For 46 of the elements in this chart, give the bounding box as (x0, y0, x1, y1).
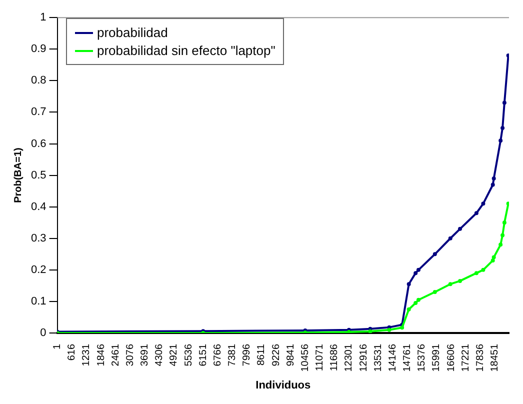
y-tick-label: 0.3 (30, 232, 46, 244)
y-tick-label: 0.2 (30, 264, 46, 276)
x-tick-label: 17836 (474, 344, 486, 372)
x-tick-label: 5536 (183, 344, 194, 366)
x-tick-label: 10456 (300, 344, 311, 372)
y-tick-label: 0 (40, 327, 46, 340)
x-tick-label: 14761 (402, 344, 414, 372)
x-tick-label: 1231 (81, 344, 92, 366)
y-tick-label: 0.8 (30, 74, 46, 87)
x-tick-label: 6766 (212, 344, 224, 366)
x-tick-label: 3076 (124, 344, 136, 366)
x-tick-label: 1846 (96, 344, 107, 366)
x-tick-label: 8611 (256, 344, 268, 366)
x-tick-label: 4306 (154, 344, 166, 366)
x-tick-label: 15376 (416, 344, 428, 372)
x-tick-label: 13531 (372, 344, 384, 372)
x-tick-label: 3691 (140, 344, 151, 366)
x-axis-title: Individuos (256, 379, 311, 392)
x-tick-label: 4921 (168, 344, 180, 366)
x-tick-label: 11686 (329, 344, 340, 372)
x-tick-label: 11071 (314, 344, 326, 372)
x-tick-label: 616 (66, 344, 78, 361)
x-tick-label: 9226 (270, 344, 282, 366)
x-tick-label: 17221 (460, 344, 472, 372)
y-tick-label: 0.5 (30, 169, 46, 182)
x-tick-label: 9841 (285, 344, 296, 366)
x-tick-label: 2461 (110, 344, 122, 366)
legend-label: probabilidad (97, 25, 168, 40)
x-tick-label: 7996 (242, 344, 253, 366)
x-tick-label: 16606 (446, 344, 457, 372)
x-tick-label: 1 (52, 344, 64, 350)
y-tick-label: 0.7 (30, 106, 46, 118)
y-tick-label: 0.6 (30, 138, 46, 150)
y-tick-label: 0.1 (30, 295, 46, 308)
y-tick-label: 1 (40, 12, 46, 24)
y-tick-label: 0.4 (30, 200, 46, 213)
x-tick-label: 6151 (198, 344, 209, 366)
y-tick-label: 0.9 (30, 43, 46, 56)
x-tick-label: 7381 (227, 344, 238, 366)
y-axis-title: Prob(BA=1) (12, 148, 24, 203)
x-tick-label: 15991 (431, 344, 442, 372)
x-tick-label: 12301 (344, 344, 355, 372)
legend-label: probabilidad sin efecto "laptop" (97, 43, 276, 58)
x-tick-label: 14146 (387, 344, 398, 372)
x-tick-label: 18451 (490, 344, 501, 372)
x-tick-label: 12916 (358, 344, 370, 372)
